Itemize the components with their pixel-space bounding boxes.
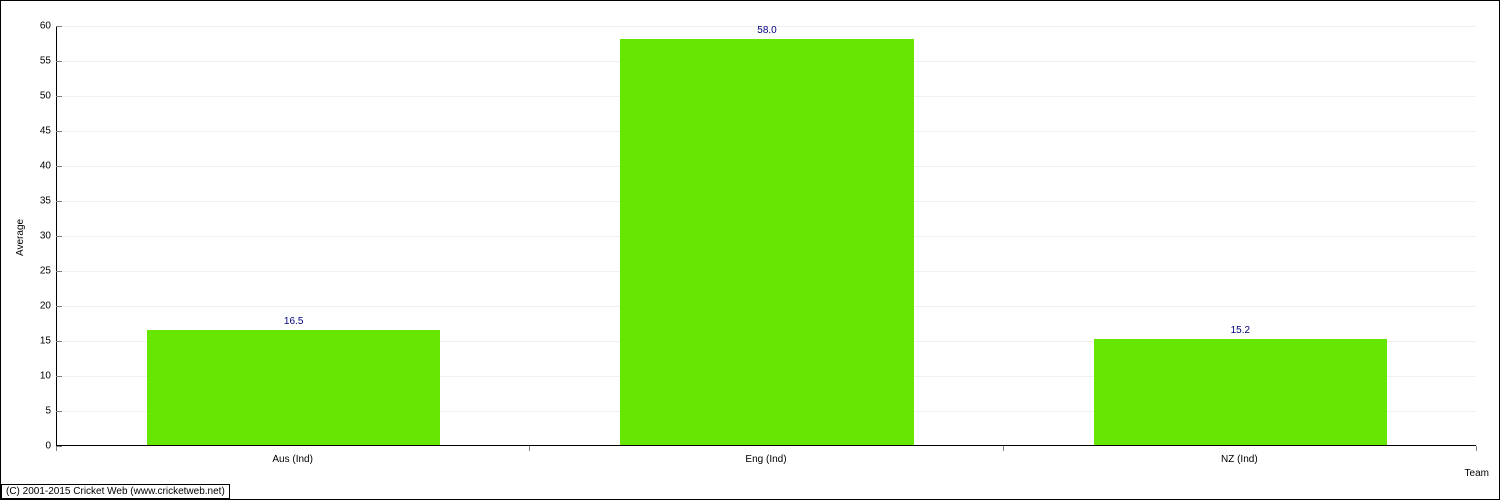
y-tick xyxy=(56,166,62,167)
bar xyxy=(147,330,440,446)
y-tick xyxy=(56,376,62,377)
y-tick xyxy=(56,96,62,97)
chart-container: 16.558.015.2 051015202530354045505560 Au… xyxy=(0,0,1500,500)
y-tick xyxy=(56,26,62,27)
bar-value-label: 16.5 xyxy=(284,316,303,327)
x-category-label: Aus (Ind) xyxy=(272,454,313,465)
x-axis-title: Team xyxy=(1465,468,1489,479)
y-axis-title: Average xyxy=(15,219,26,256)
y-tick-label: 45 xyxy=(21,126,51,137)
y-tick-label: 60 xyxy=(21,21,51,32)
y-tick xyxy=(56,306,62,307)
bar xyxy=(1094,339,1387,445)
y-tick-label: 5 xyxy=(21,406,51,417)
y-tick-label: 0 xyxy=(21,441,51,452)
y-tick-label: 20 xyxy=(21,301,51,312)
x-tick xyxy=(1003,446,1004,451)
y-tick-label: 10 xyxy=(21,371,51,382)
x-tick xyxy=(1476,446,1477,451)
y-tick xyxy=(56,201,62,202)
y-tick xyxy=(56,341,62,342)
y-tick xyxy=(56,236,62,237)
y-tick-label: 15 xyxy=(21,336,51,347)
bar-value-label: 58.0 xyxy=(757,25,776,36)
y-tick xyxy=(56,411,62,412)
y-tick xyxy=(56,271,62,272)
bar-value-label: 15.2 xyxy=(1231,325,1250,336)
y-tick-label: 55 xyxy=(21,56,51,67)
y-tick-label: 40 xyxy=(21,161,51,172)
x-category-label: NZ (Ind) xyxy=(1221,454,1258,465)
bar xyxy=(620,39,913,445)
y-tick-label: 35 xyxy=(21,196,51,207)
x-tick xyxy=(56,446,57,451)
plot-area: 16.5 58.0 15.2 xyxy=(56,26,1476,446)
x-tick xyxy=(529,446,530,451)
y-tick xyxy=(56,61,62,62)
y-tick xyxy=(56,131,62,132)
y-tick-label: 25 xyxy=(21,266,51,277)
y-tick-label: 50 xyxy=(21,91,51,102)
copyright-text: (C) 2001-2015 Cricket Web (www.cricketwe… xyxy=(1,484,230,499)
x-category-label: Eng (Ind) xyxy=(745,454,786,465)
